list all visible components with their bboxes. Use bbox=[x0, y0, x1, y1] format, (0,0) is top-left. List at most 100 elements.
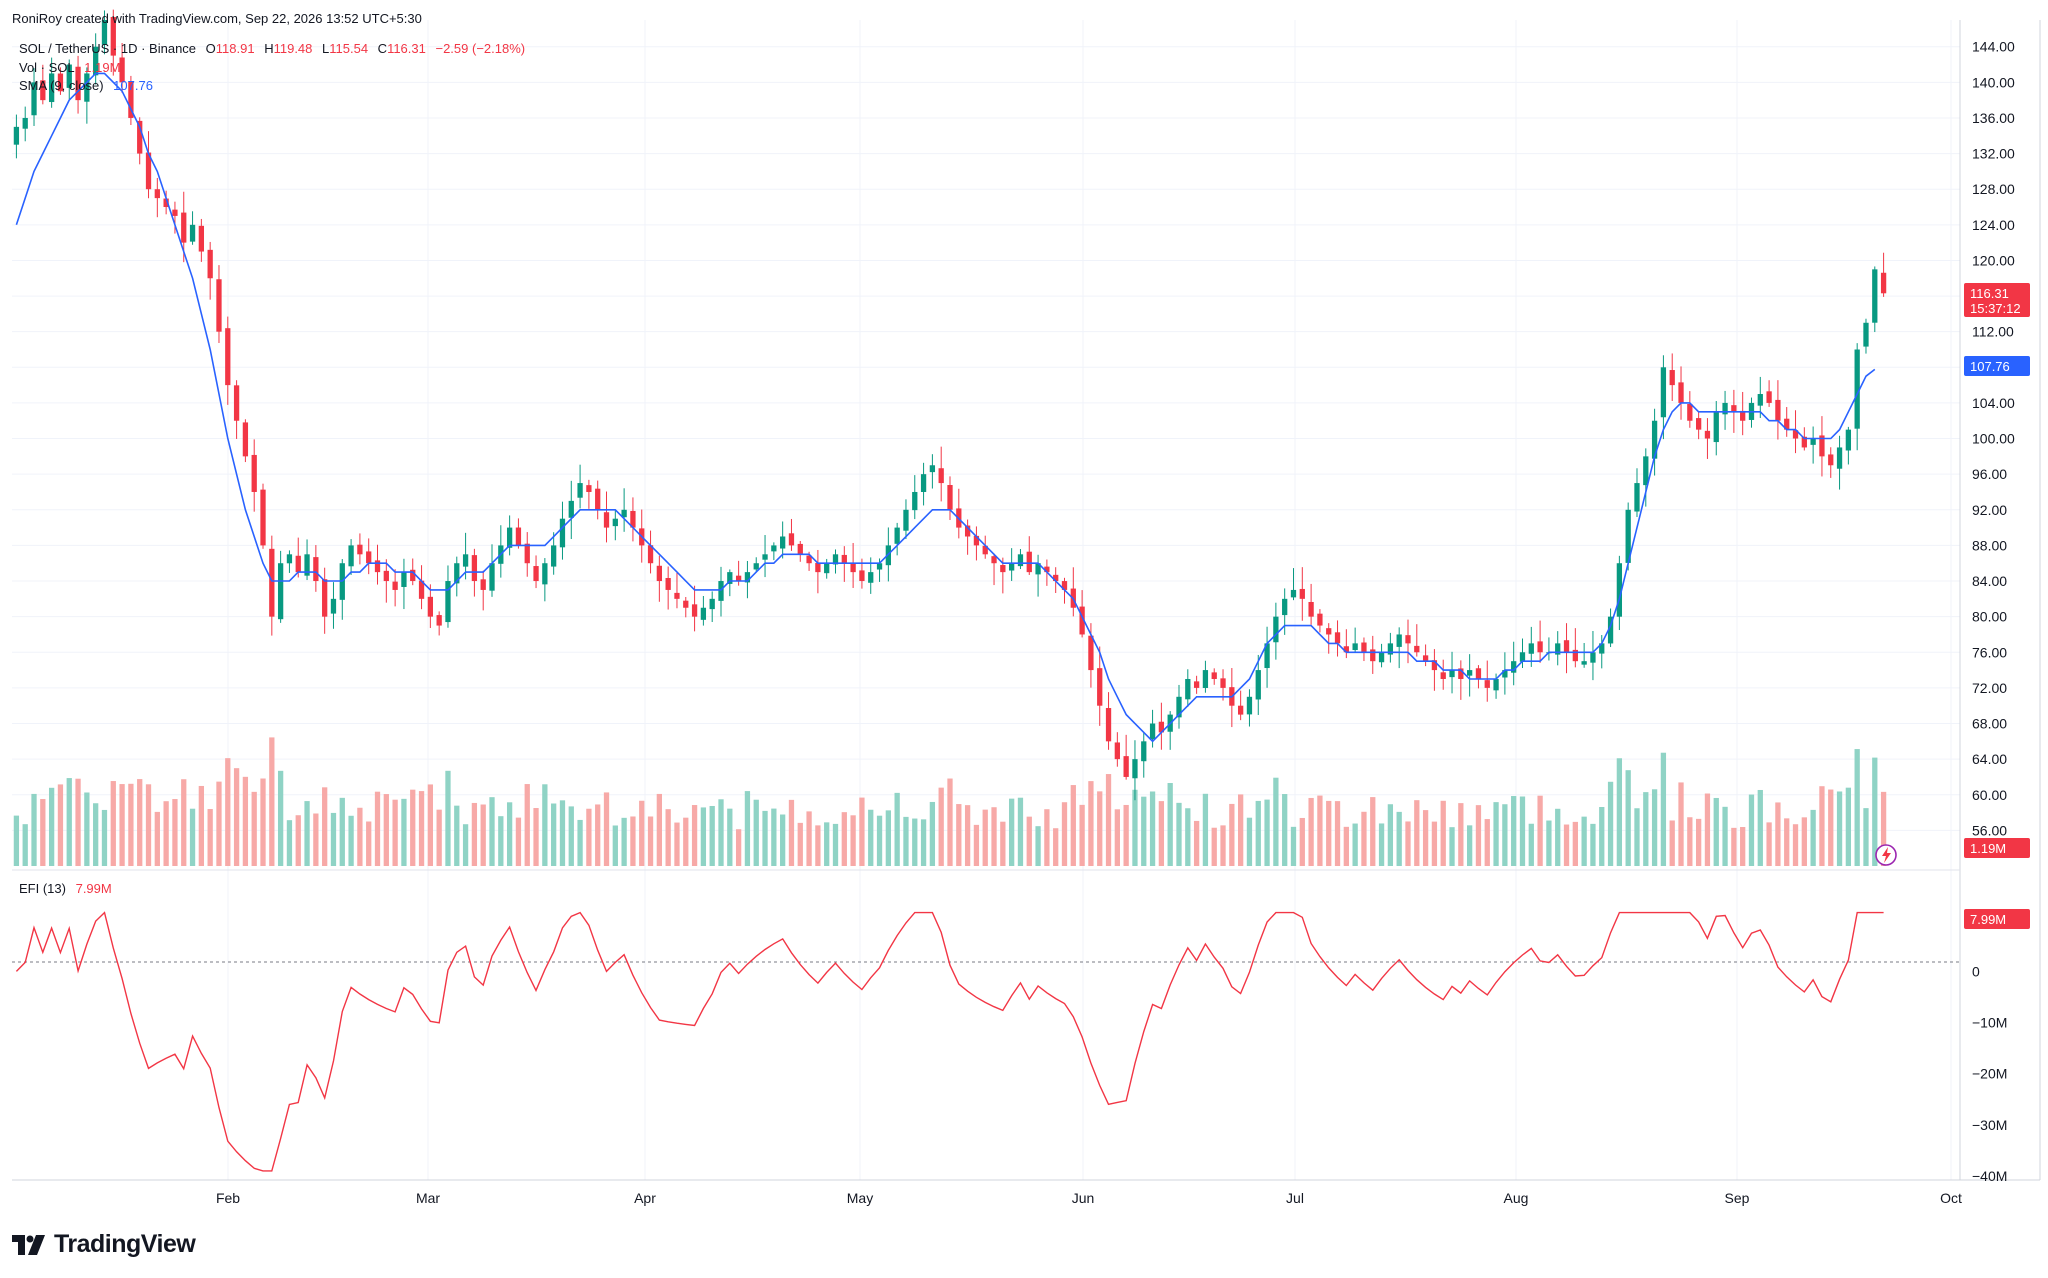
volume-bar bbox=[1687, 817, 1693, 866]
candle-body bbox=[101, 20, 108, 45]
candle-body bbox=[1493, 678, 1499, 691]
month-tick-jul: Jul bbox=[1286, 1190, 1304, 1206]
countdown-value: 15:37:12 bbox=[1970, 301, 2021, 316]
candle-body bbox=[1035, 563, 1041, 575]
volume-bar bbox=[445, 770, 451, 866]
candle-body bbox=[595, 488, 601, 510]
volume-bar bbox=[1792, 824, 1799, 866]
candlesticks bbox=[13, 9, 1887, 801]
volume-bar bbox=[13, 815, 20, 866]
volume-bar bbox=[1273, 777, 1279, 866]
close-value: 116.31 bbox=[387, 41, 426, 56]
candle-body bbox=[145, 152, 152, 190]
candle-body bbox=[427, 596, 433, 617]
volume-bar bbox=[1114, 809, 1120, 866]
volume-bar bbox=[1105, 774, 1112, 866]
price-tick-2: 136.00 bbox=[1972, 110, 2015, 126]
efi-tick-4: −30M bbox=[1972, 1117, 2007, 1133]
volume-bar bbox=[515, 817, 522, 866]
volume-bar bbox=[735, 829, 742, 866]
efi-legend[interactable]: EFI (13) 7.99M bbox=[19, 881, 118, 896]
candle-body bbox=[1370, 649, 1376, 662]
volume-bar bbox=[1326, 800, 1332, 866]
price-tick-5: 124.00 bbox=[1972, 217, 2015, 233]
candle-body bbox=[586, 485, 592, 492]
chart-credit: RoniRoy created with TradingView.com, Se… bbox=[12, 11, 422, 26]
volume-bar bbox=[260, 778, 266, 866]
volume-bar bbox=[1396, 811, 1402, 866]
sma-legend[interactable]: SMA (9, close) 107.76 bbox=[19, 78, 159, 93]
volume-bar bbox=[119, 784, 125, 866]
candle-body bbox=[894, 527, 900, 544]
month-tick-oct: Oct bbox=[1940, 1190, 1962, 1206]
volume-bar bbox=[674, 822, 680, 866]
candle-body bbox=[13, 126, 20, 145]
volume-bar bbox=[374, 791, 381, 866]
candle-body bbox=[418, 580, 425, 599]
candle-body bbox=[1449, 670, 1455, 678]
volume-bar bbox=[1537, 795, 1543, 866]
candle-body bbox=[1238, 705, 1244, 715]
candle-body bbox=[1528, 643, 1534, 654]
candle-body bbox=[1687, 403, 1693, 421]
candle-body bbox=[480, 579, 486, 590]
price-axis[interactable]: 144.00 140.00 136.00 132.00 128.00 124.00 120.… bbox=[1972, 39, 2015, 839]
volume-bar bbox=[1035, 826, 1041, 866]
volume-bar bbox=[233, 768, 240, 866]
candle-body bbox=[1414, 645, 1420, 653]
price-tick-11: 100.00 bbox=[1972, 431, 2015, 447]
volume-bar bbox=[700, 807, 707, 866]
volume-bar bbox=[806, 811, 812, 866]
volume-bar bbox=[1678, 782, 1684, 866]
candle-body bbox=[313, 557, 319, 582]
candle-body bbox=[410, 569, 416, 582]
volume-bar bbox=[639, 800, 645, 866]
sma-tag-value: 107.76 bbox=[1970, 359, 2010, 374]
efi-axis[interactable]: 10M0−10M−20M−30M−40M bbox=[1972, 912, 2007, 1184]
candle-body bbox=[700, 607, 707, 620]
volume-bar bbox=[1572, 821, 1578, 866]
volume-bar bbox=[568, 806, 574, 866]
volume-bar bbox=[322, 787, 328, 866]
candle-body bbox=[1519, 652, 1526, 662]
candle-body bbox=[912, 491, 918, 511]
time-axis[interactable]: Feb Mar Apr May Jun Jul Aug Sep Oct bbox=[216, 1190, 1962, 1206]
volume-bar bbox=[1185, 808, 1191, 866]
volume-bar bbox=[1264, 799, 1270, 866]
volume-bar bbox=[551, 803, 557, 866]
candle-body bbox=[947, 485, 953, 510]
candle-body bbox=[1836, 447, 1843, 469]
volume-bar bbox=[1431, 821, 1438, 866]
candle-body bbox=[1722, 402, 1728, 415]
open-label: O bbox=[205, 41, 216, 56]
tradingview-logo[interactable]: TradingView bbox=[12, 1230, 196, 1259]
symbol-legend[interactable]: SOL / TetherUS · 1D · Binance O118.91 H1… bbox=[19, 41, 531, 56]
candle-body bbox=[551, 545, 557, 567]
volume-legend[interactable]: Vol · SOL 1.19M bbox=[19, 60, 126, 75]
volume-bar bbox=[621, 817, 627, 866]
volume-bar bbox=[145, 784, 152, 866]
candle-body bbox=[1044, 566, 1050, 573]
volume-bar bbox=[1026, 816, 1032, 866]
candle-body bbox=[1000, 565, 1006, 573]
volume-bar bbox=[1299, 817, 1305, 866]
lightning-icon[interactable] bbox=[1875, 844, 1897, 866]
volume-bar bbox=[1555, 808, 1561, 866]
candle-body bbox=[1053, 574, 1059, 582]
price-tick-20: 64.00 bbox=[1972, 751, 2007, 767]
price-tick-13: 92.00 bbox=[1972, 502, 2007, 518]
candle-body bbox=[1678, 382, 1684, 403]
volume-bar bbox=[22, 824, 28, 866]
candle-body bbox=[788, 533, 795, 546]
candle-body bbox=[1202, 670, 1209, 688]
candle-body bbox=[1273, 616, 1279, 643]
volume-tag: 1.19M bbox=[1964, 838, 2030, 858]
low-value: 115.54 bbox=[329, 41, 369, 56]
price-tick-21: 60.00 bbox=[1972, 787, 2007, 803]
volume-bar bbox=[956, 804, 962, 866]
candle-body bbox=[1616, 563, 1623, 617]
volume-bar bbox=[137, 779, 143, 866]
candle-body bbox=[1784, 418, 1790, 430]
price-tick-3: 132.00 bbox=[1972, 146, 2015, 162]
